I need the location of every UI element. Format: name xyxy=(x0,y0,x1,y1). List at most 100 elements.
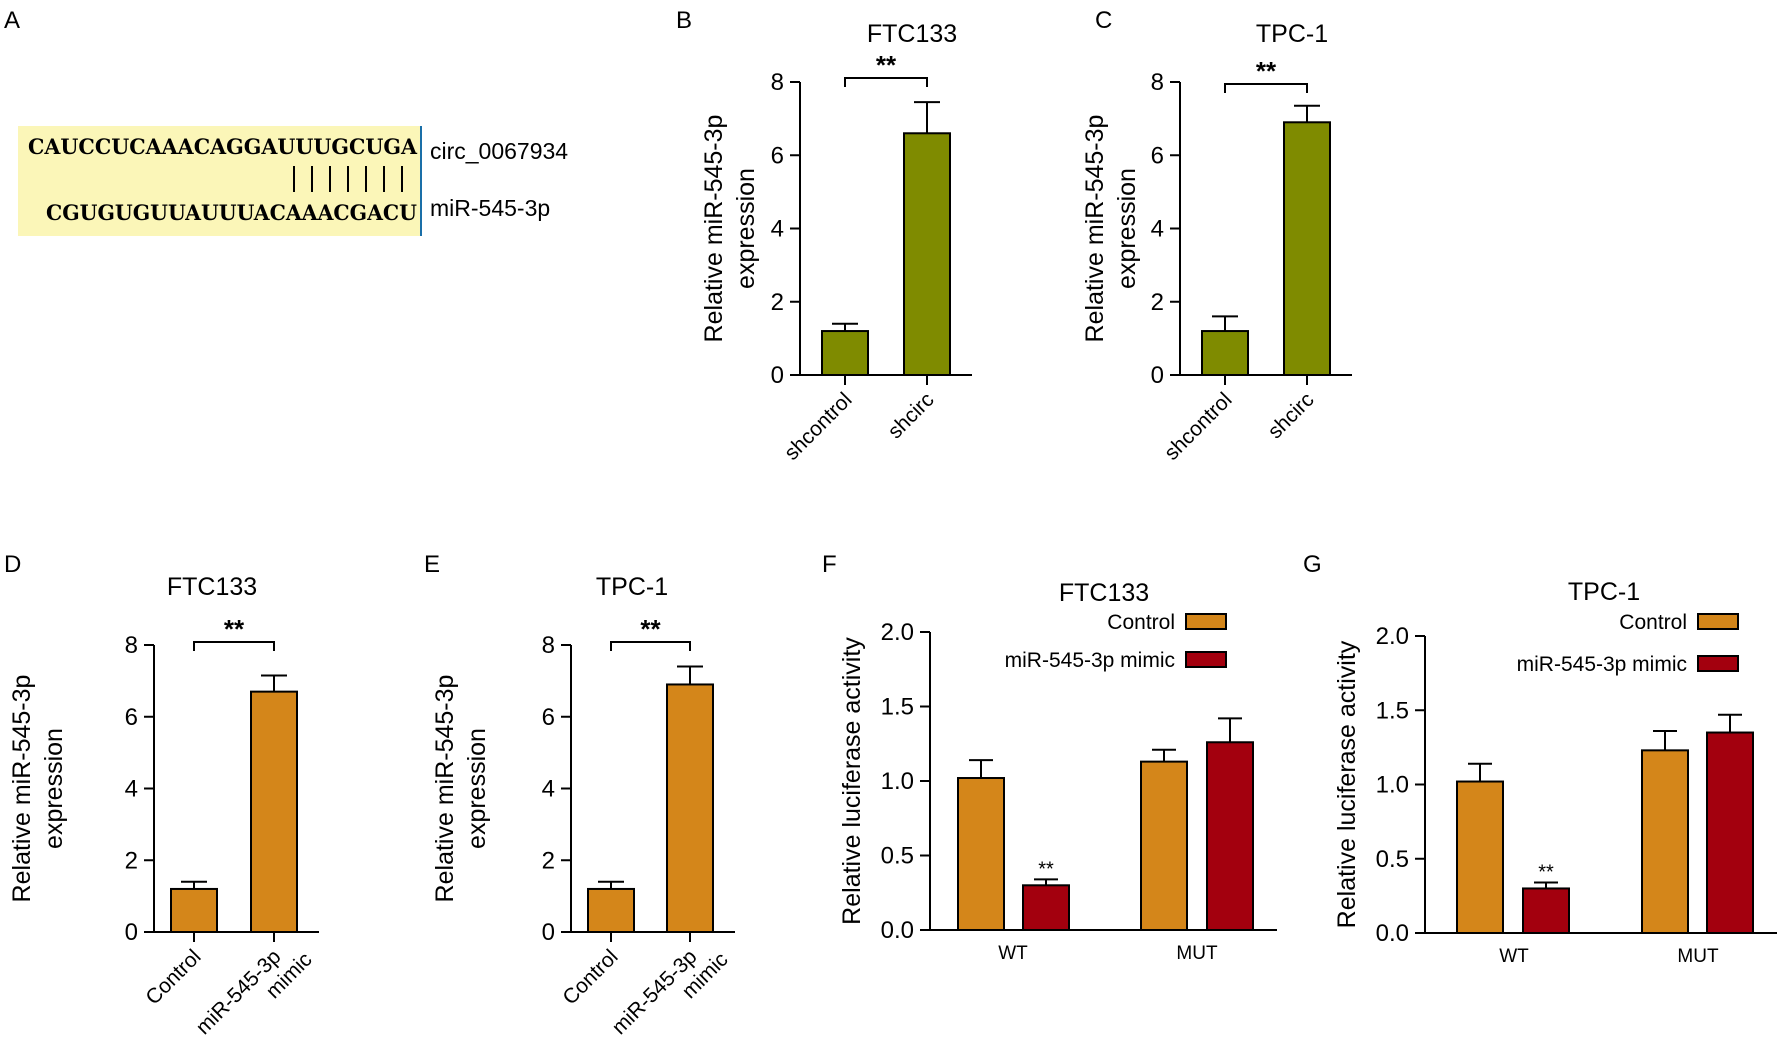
panel-label-a: A xyxy=(4,7,20,34)
y-tick-label: 1.5 xyxy=(881,694,914,721)
x-tick-label: WT xyxy=(1499,946,1529,967)
y-tick-label: 0 xyxy=(125,919,138,946)
y-tick-label: 8 xyxy=(542,632,555,659)
y-axis-label: Relative luciferase activity xyxy=(838,637,866,925)
x-tick-label: MUT xyxy=(1677,946,1719,967)
legend-label: Control xyxy=(1107,611,1175,634)
y-tick-label: 0.0 xyxy=(1376,920,1409,947)
significance-bracket xyxy=(610,641,691,651)
chart-title: FTC133 xyxy=(1059,579,1149,607)
bar xyxy=(1201,330,1249,376)
sequence-alignment: CAUCCUCAAACAGGAUUUGCUGA CGUGUGUUAUUUACAA… xyxy=(18,126,568,236)
y-tick-label: 2.0 xyxy=(1376,623,1409,650)
chart-e: TPC-1 0 2 4 6 8 Relative miR-545-3p expression C… xyxy=(431,573,735,1049)
significance-bracket xyxy=(193,641,275,651)
significance-marker: ** xyxy=(1038,858,1054,880)
y-axis-label-line: Relative miR-545-3p xyxy=(700,115,728,343)
y-tick-label: 4 xyxy=(125,776,138,803)
base-pair-lines xyxy=(293,166,403,192)
y-tick-label: 2 xyxy=(125,847,138,874)
y-tick-label: 6 xyxy=(125,704,138,731)
chart-title: TPC-1 xyxy=(1568,578,1640,606)
y-tick-label: 2 xyxy=(1151,289,1164,316)
chart-c: TPC-1 0 2 4 6 8 Relative miR-545-3p expression s… xyxy=(1081,20,1352,465)
bar xyxy=(1641,749,1689,934)
x-tick-label: shcontrol xyxy=(780,388,857,465)
x-tick-label: miR-545-3pmimic xyxy=(608,931,733,1049)
y-tick-label: 2.0 xyxy=(881,619,914,646)
y-axis-label-line: expression xyxy=(732,168,760,289)
panel-label-g: G xyxy=(1303,551,1322,578)
circ-label: circ_0067934 xyxy=(430,138,568,164)
significance-marker: ** xyxy=(1538,862,1554,884)
y-axis-label-line: Relative miR-545-3p xyxy=(431,675,459,903)
y-tick-label: 2 xyxy=(542,847,555,874)
significance-marker: ** xyxy=(1256,56,1277,86)
legend-label: miR-545-3p mimic xyxy=(1005,649,1175,672)
y-tick-label: 0 xyxy=(771,362,784,389)
y-tick-label: 1.0 xyxy=(881,768,914,795)
bar xyxy=(821,330,869,376)
legend-swatch xyxy=(1697,613,1739,630)
x-tick-label: shcirc xyxy=(883,388,938,443)
chart-title: TPC-1 xyxy=(1256,20,1328,48)
x-tick-label: Control xyxy=(141,945,205,1009)
bar xyxy=(1283,121,1331,376)
y-tick-label: 0.0 xyxy=(881,917,914,944)
x-tick-label: MUT xyxy=(1176,943,1218,964)
y-tick-label: 1.5 xyxy=(1376,697,1409,724)
y-tick-label: 6 xyxy=(771,142,784,169)
y-axis-label: Relative miR-545-3p expression xyxy=(8,675,68,903)
y-tick-label: 8 xyxy=(125,632,138,659)
bar xyxy=(1456,780,1504,935)
panel-label-e: E xyxy=(424,551,440,578)
legend-swatch xyxy=(1185,651,1227,668)
bar xyxy=(957,777,1005,932)
legend-label: miR-545-3p mimic xyxy=(1517,653,1687,676)
legend-swatch xyxy=(1185,613,1227,630)
panel-label-b: B xyxy=(676,7,692,34)
bar xyxy=(903,132,951,376)
y-axis-label: Relative miR-545-3p expression xyxy=(431,675,491,903)
chart-b: FTC133 0 2 4 6 8 Relative miR-545-3p expression… xyxy=(700,20,972,465)
y-tick-label: 8 xyxy=(771,69,784,96)
x-tick-label: Control xyxy=(558,945,622,1009)
chart-f: FTC133 0.0 0.5 1.0 1.5 2.0 Relative luciferase… xyxy=(838,579,1277,964)
y-tick-label: 4 xyxy=(1151,216,1164,243)
y-axis-label-line: Relative luciferase activity xyxy=(838,637,866,925)
y-tick-label: 6 xyxy=(542,704,555,731)
legend-label: Control xyxy=(1619,611,1687,634)
y-tick-label: 0 xyxy=(1151,362,1164,389)
y-tick-label: 4 xyxy=(542,776,555,803)
y-tick-label: 1.0 xyxy=(1376,772,1409,799)
y-axis-label-line: Relative miR-545-3p xyxy=(8,675,36,903)
bar xyxy=(587,887,635,934)
x-tick-label: shcirc xyxy=(1263,388,1318,443)
y-tick-label: 6 xyxy=(1151,142,1164,169)
significance-marker: ** xyxy=(876,50,897,80)
significance-bracket xyxy=(844,77,928,87)
y-tick-label: 0 xyxy=(542,919,555,946)
x-tick-label: WT xyxy=(998,943,1028,964)
chart-title: TPC-1 xyxy=(596,573,668,601)
panel-label-c: C xyxy=(1095,7,1112,34)
y-axis-label: Relative miR-545-3p expression xyxy=(1081,115,1141,343)
x-tick-label: shcontrol xyxy=(1160,388,1237,465)
chart-g: TPC-1 0.0 0.5 1.0 1.5 2.0 Relative luciferase … xyxy=(1333,578,1777,967)
bar xyxy=(1522,887,1570,935)
significance-marker: ** xyxy=(224,614,245,644)
circ-sequence: CAUCCUCAAACAGGAUUUGCUGA xyxy=(28,134,418,159)
legend-swatch xyxy=(1697,655,1739,672)
x-tick-label: miR-545-3pmimic xyxy=(192,931,317,1049)
y-tick-label: 2 xyxy=(771,289,784,316)
y-axis-label-line: expression xyxy=(1113,168,1141,289)
mir-sequence: CGUGUGUUAUUUACAAACGACU xyxy=(46,200,417,225)
chart-d: FTC133 0 2 4 6 8 Relative miR-545-3p expression… xyxy=(8,573,319,1049)
y-axis-label: Relative luciferase activity xyxy=(1333,640,1361,928)
bar xyxy=(170,887,218,934)
y-tick-label: 8 xyxy=(1151,69,1164,96)
y-tick-label: 0.5 xyxy=(881,843,914,870)
bar xyxy=(1706,731,1754,935)
y-axis-label-line: expression xyxy=(40,728,68,849)
